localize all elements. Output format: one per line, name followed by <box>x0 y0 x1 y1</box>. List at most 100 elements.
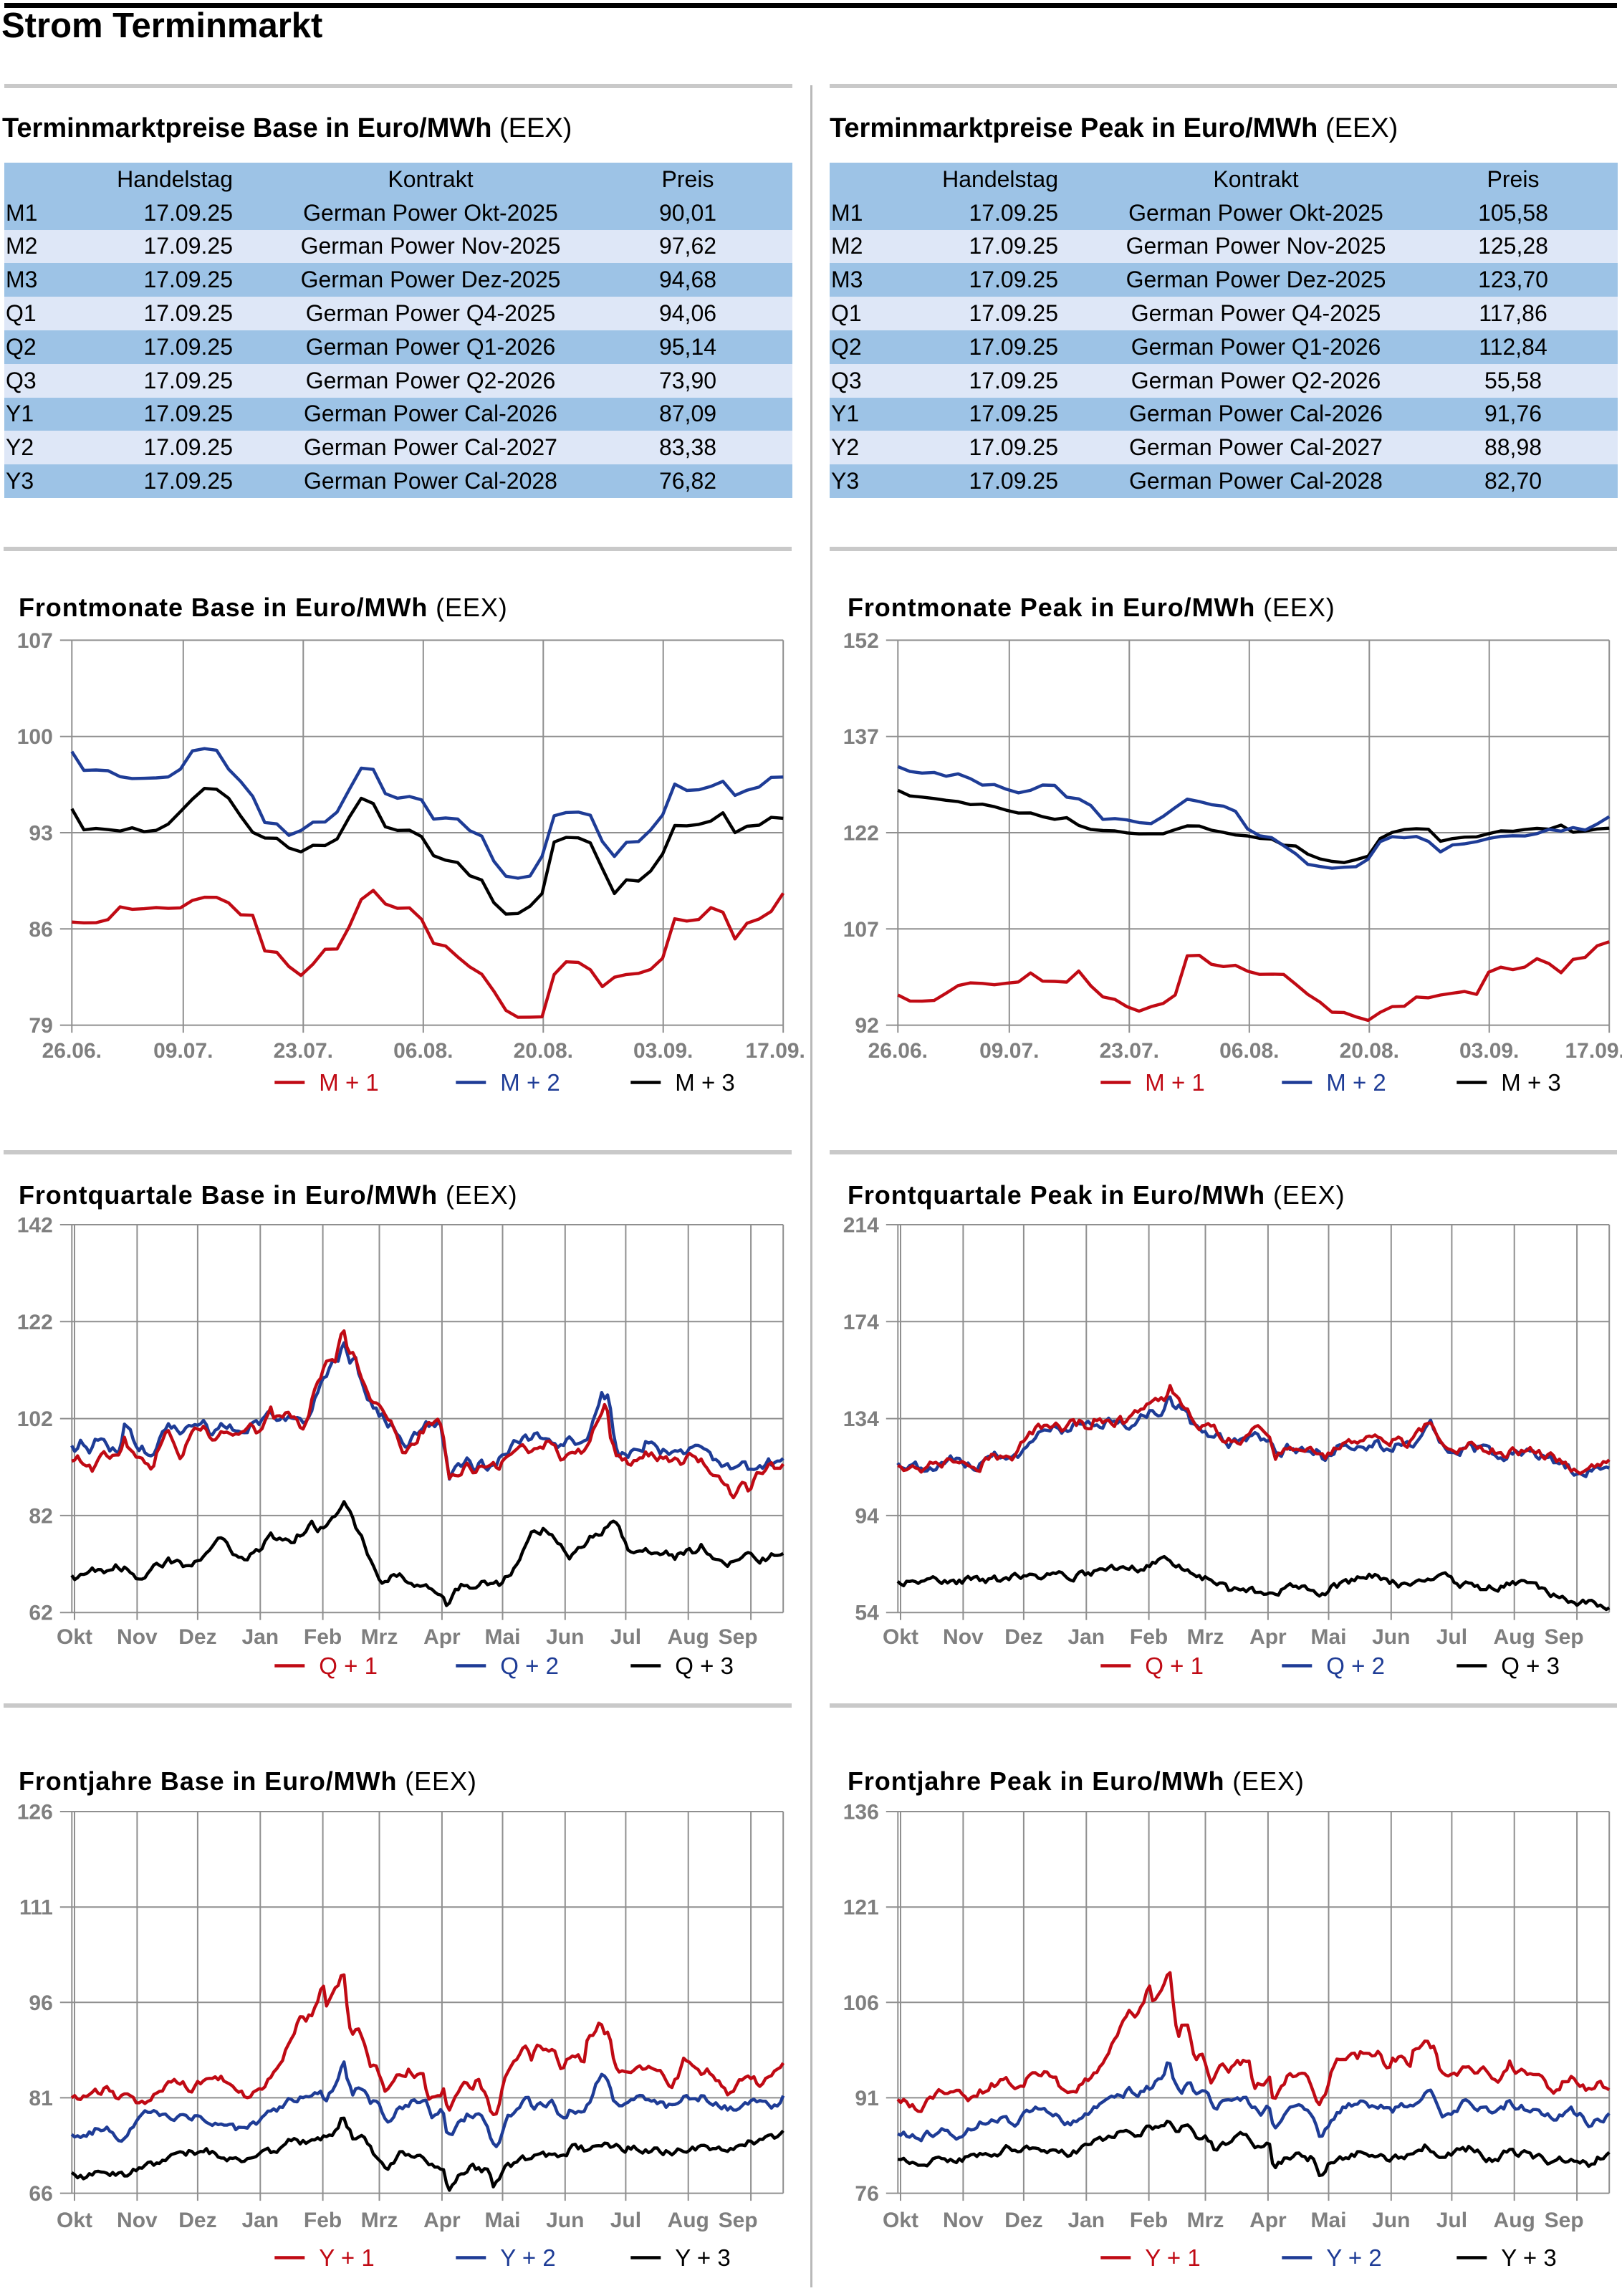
svg-text:Mai: Mai <box>1310 2209 1346 2232</box>
svg-text:26.06.: 26.06. <box>42 1039 102 1063</box>
svg-text:26.06.: 26.06. <box>868 1039 928 1063</box>
svg-text:Jun: Jun <box>1372 2209 1410 2232</box>
svg-text:174: 174 <box>843 1311 879 1334</box>
svg-text:Feb: Feb <box>304 2209 342 2232</box>
svg-text:Q + 2: Q + 2 <box>500 1652 559 1679</box>
svg-text:Nov: Nov <box>943 2209 984 2232</box>
svg-text:Frontjahre Base in Euro/MWh (E: Frontjahre Base in Euro/MWh (EEX) <box>19 1766 477 1796</box>
svg-text:Aug: Aug <box>668 2209 709 2232</box>
svg-text:107: 107 <box>843 918 879 942</box>
svg-text:Aug: Aug <box>1494 1625 1535 1649</box>
svg-text:Q + 3: Q + 3 <box>675 1652 734 1679</box>
svg-text:M + 3: M + 3 <box>1501 1069 1560 1096</box>
svg-text:Okt: Okt <box>883 2209 918 2232</box>
svg-text:Frontquartale Peak in Euro/MWh: Frontquartale Peak in Euro/MWh (EEX) <box>848 1180 1345 1210</box>
svg-text:106: 106 <box>843 1991 879 2015</box>
svg-text:03.09.: 03.09. <box>1459 1039 1519 1063</box>
svg-text:Frontmonate Peak in Euro/MWh (: Frontmonate Peak in Euro/MWh (EEX) <box>848 593 1335 622</box>
svg-text:Dez: Dez <box>1004 1625 1042 1649</box>
svg-text:79: 79 <box>29 1014 52 1038</box>
svg-text:Y + 2: Y + 2 <box>500 2244 555 2271</box>
svg-text:20.08.: 20.08. <box>1340 1039 1399 1063</box>
svg-text:Apr: Apr <box>1249 1625 1287 1649</box>
svg-text:M + 1: M + 1 <box>319 1069 378 1096</box>
svg-text:Y + 3: Y + 3 <box>675 2244 730 2271</box>
svg-text:M + 2: M + 2 <box>1326 1069 1386 1096</box>
svg-text:152: 152 <box>843 629 879 653</box>
svg-text:Dez: Dez <box>178 2209 216 2232</box>
svg-text:Frontquartale Base in Euro/MWh: Frontquartale Base in Euro/MWh (EEX) <box>19 1180 517 1210</box>
svg-text:137: 137 <box>843 725 879 749</box>
svg-text:Okt: Okt <box>883 1625 918 1649</box>
svg-text:82: 82 <box>29 1504 52 1528</box>
svg-text:62: 62 <box>29 1602 52 1625</box>
svg-text:06.08.: 06.08. <box>1219 1039 1279 1063</box>
svg-text:23.07.: 23.07. <box>1100 1039 1159 1063</box>
svg-text:81: 81 <box>29 2087 52 2110</box>
svg-text:76: 76 <box>855 2182 878 2206</box>
svg-text:Nov: Nov <box>117 2209 158 2232</box>
svg-text:03.09.: 03.09. <box>633 1039 693 1063</box>
svg-text:Mai: Mai <box>484 1625 520 1649</box>
svg-text:93: 93 <box>29 822 52 846</box>
svg-text:Jul: Jul <box>610 1625 641 1649</box>
svg-text:Frontjahre Peak in Euro/MWh (E: Frontjahre Peak in Euro/MWh (EEX) <box>848 1766 1305 1796</box>
svg-text:Q + 3: Q + 3 <box>1501 1652 1560 1679</box>
svg-text:54: 54 <box>855 1602 879 1625</box>
svg-text:Y + 1: Y + 1 <box>1145 2244 1200 2271</box>
svg-text:Y + 2: Y + 2 <box>1326 2244 1381 2271</box>
svg-text:Y + 3: Y + 3 <box>1501 2244 1556 2271</box>
svg-text:86: 86 <box>29 918 52 942</box>
svg-text:96: 96 <box>29 1991 52 2015</box>
svg-text:107: 107 <box>17 629 53 653</box>
svg-text:Sep: Sep <box>1545 1625 1584 1649</box>
svg-text:Sep: Sep <box>719 2209 758 2232</box>
svg-text:Jan: Jan <box>241 2209 279 2232</box>
svg-text:Mrz: Mrz <box>361 2209 398 2232</box>
svg-text:91: 91 <box>855 2087 878 2110</box>
svg-text:134: 134 <box>843 1407 879 1431</box>
svg-text:214: 214 <box>843 1214 879 1238</box>
svg-text:Nov: Nov <box>117 1625 158 1649</box>
svg-text:94: 94 <box>855 1504 879 1528</box>
svg-text:Feb: Feb <box>304 1625 342 1649</box>
svg-text:Y + 1: Y + 1 <box>319 2244 374 2271</box>
svg-text:Dez: Dez <box>1004 2209 1042 2232</box>
svg-text:Jan: Jan <box>241 1625 279 1649</box>
svg-text:Okt: Okt <box>57 1625 92 1649</box>
svg-text:09.07.: 09.07. <box>153 1039 213 1063</box>
svg-text:Mai: Mai <box>484 2209 520 2232</box>
svg-text:M + 1: M + 1 <box>1145 1069 1204 1096</box>
svg-text:Apr: Apr <box>423 2209 461 2232</box>
svg-text:92: 92 <box>855 1014 878 1038</box>
svg-text:20.08.: 20.08. <box>514 1039 573 1063</box>
svg-text:M + 2: M + 2 <box>500 1069 560 1096</box>
svg-text:Feb: Feb <box>1130 2209 1168 2232</box>
svg-text:Jun: Jun <box>546 1625 584 1649</box>
svg-text:Jul: Jul <box>1436 2209 1467 2232</box>
svg-text:111: 111 <box>19 1896 53 1920</box>
svg-text:Jun: Jun <box>1372 1625 1410 1649</box>
svg-text:66: 66 <box>29 2182 52 2206</box>
svg-text:Aug: Aug <box>668 1625 709 1649</box>
svg-text:Dez: Dez <box>178 1625 216 1649</box>
svg-text:Aug: Aug <box>1494 2209 1535 2232</box>
svg-text:09.07.: 09.07. <box>979 1039 1039 1063</box>
svg-text:06.08.: 06.08. <box>393 1039 453 1063</box>
svg-text:Jun: Jun <box>546 2209 584 2232</box>
svg-text:Sep: Sep <box>1545 2209 1584 2232</box>
svg-text:Sep: Sep <box>719 1625 758 1649</box>
svg-text:Jul: Jul <box>1436 1625 1467 1649</box>
svg-text:Feb: Feb <box>1130 1625 1168 1649</box>
svg-text:121: 121 <box>843 1896 879 1920</box>
svg-text:Mrz: Mrz <box>1187 1625 1224 1649</box>
svg-text:122: 122 <box>843 822 879 846</box>
svg-text:Mrz: Mrz <box>361 1625 398 1649</box>
svg-text:17.09.: 17.09. <box>745 1039 805 1063</box>
svg-text:Jan: Jan <box>1067 1625 1105 1649</box>
svg-text:M + 3: M + 3 <box>675 1069 734 1096</box>
svg-text:Mrz: Mrz <box>1187 2209 1224 2232</box>
svg-text:Q + 1: Q + 1 <box>319 1652 378 1679</box>
svg-text:Apr: Apr <box>423 1625 461 1649</box>
svg-text:Okt: Okt <box>57 2209 92 2232</box>
